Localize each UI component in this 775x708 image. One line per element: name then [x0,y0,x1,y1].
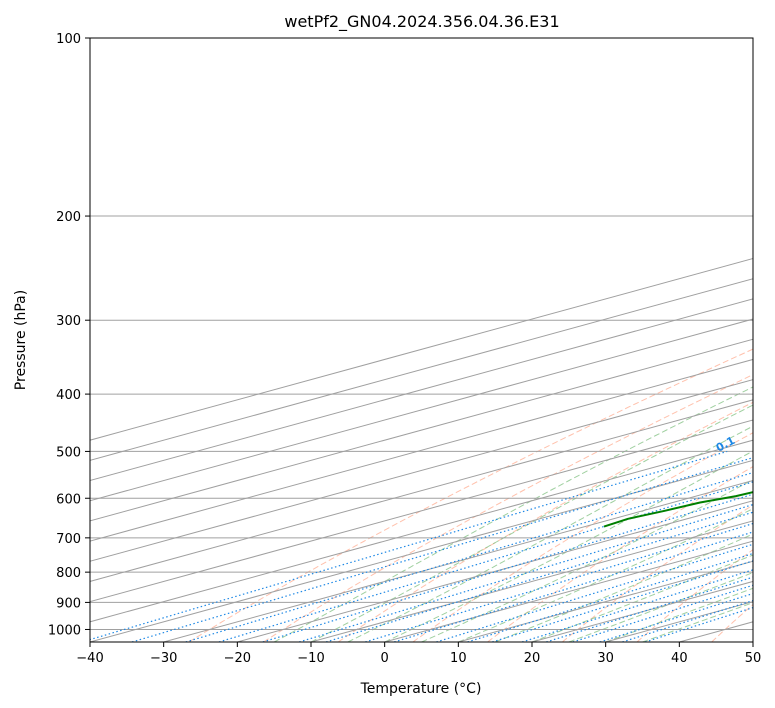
x-axis-title: Temperature (°C) [360,681,482,697]
mixing-ratio-line [185,471,753,642]
mixing-ratio-line [622,599,753,642]
mixing-ratio-line [262,493,753,642]
mixing-ratio-lines [90,450,753,642]
isotherm [90,258,753,441]
mixing-ratio-line [325,511,753,642]
y-tick-label: 100 [56,32,81,47]
x-tick-label: 40 [671,651,688,666]
isotherm [163,480,753,642]
moist-adiabat [605,587,753,642]
y-axis: 100 200 300 400 500 600 700 800 900 1000 [48,32,90,638]
isotherm [90,318,753,502]
x-tick-label: −40 [76,651,103,666]
y-tick-label: 800 [56,566,81,581]
mixing-ratio-line [218,481,753,642]
isotherm [90,419,753,603]
isotherm [90,338,753,522]
y-tick-label: 600 [56,492,81,507]
isotherm [310,520,753,642]
isotherm [384,540,753,642]
isotherm [237,500,753,642]
y-tick-label: 400 [56,388,81,403]
skewed-isotherms [90,258,753,642]
x-axis: −40 −30 −20 −10 0 10 20 30 40 50 [76,642,761,666]
mixing-ratio-line [436,543,753,642]
isotherm [90,459,753,642]
x-tick-label: 0 [381,651,389,666]
x-tick-label: −20 [224,651,251,666]
y-axis-title: Pressure (hPa) [13,290,29,390]
dry-adiabat [561,504,753,642]
mixing-ratio-line [645,606,753,642]
plot-area: 0.10.20.40.611.52346810131620253036-100-… [90,38,753,642]
mixing-ratio-line [299,503,753,642]
x-tick-label: 20 [524,651,541,666]
x-tick-label: 30 [597,651,614,666]
pressure-gridlines [90,38,753,630]
x-tick-label: −10 [297,651,324,666]
isotherm [90,298,753,482]
y-tick-label: 500 [56,445,81,460]
mixing-ratio-line [365,522,753,642]
chart-title: wetPf2_GN04.2024.356.04.36.E31 [284,12,559,32]
y-tick-label: 1000 [48,623,81,638]
x-tick-label: −30 [150,651,177,666]
isotherm [90,379,753,562]
mixing-ratio-line [131,457,753,642]
y-tick-label: 700 [56,532,81,547]
isotherm [90,399,753,582]
x-tick-label: 50 [745,651,762,666]
dry-adiabat [412,432,753,642]
isotherm [90,439,753,623]
dry-adiabat [188,348,753,642]
plot-frame [89,37,754,643]
y-tick-label: 900 [56,596,81,611]
moist-adiabat [421,478,753,642]
moist-adiabat [347,425,753,642]
y-tick-label: 200 [56,210,81,225]
x-tick-label: 10 [450,651,467,666]
y-tick-label: 300 [56,314,81,329]
dry-adiabat [263,374,753,642]
moist-adiabat [495,533,753,642]
isotherm [90,278,753,461]
